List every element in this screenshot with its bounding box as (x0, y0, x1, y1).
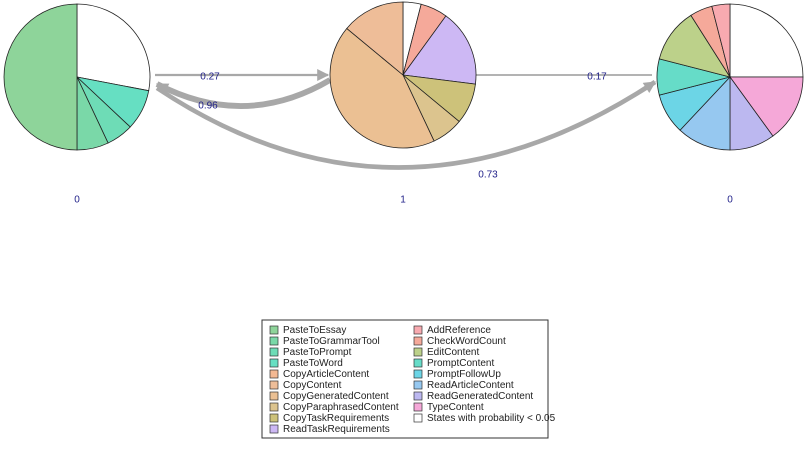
legend-label: PasteToWord (283, 358, 343, 369)
legend-label: EditContent (427, 347, 479, 358)
initial-probability: 0 (74, 195, 80, 206)
pie-slice (711, 3, 731, 78)
legend-swatch (413, 369, 423, 379)
legend-label: CopyContent (283, 380, 342, 391)
legend-swatch (413, 380, 423, 390)
legend-swatch (269, 336, 279, 346)
legend-label: PasteToGrammarTool (283, 336, 380, 347)
legend-swatch (269, 369, 279, 379)
pie-slice (76, 3, 151, 92)
legend-swatch (269, 325, 279, 335)
legend-label: CheckWordCount (427, 336, 506, 347)
edge-label: 0.73 (478, 170, 498, 181)
edge-label: 0.17 (587, 72, 607, 83)
legend-label: ReadTaskRequirements (283, 424, 390, 435)
legend-label: ReadGeneratedContent (427, 391, 533, 402)
legend-swatch (269, 391, 279, 401)
legend-label: PromptFollowUp (427, 369, 501, 380)
legend-label: TypeContent (427, 402, 484, 413)
legend-label: CopyTaskRequirements (283, 413, 389, 424)
initial-probability: 0 (727, 195, 733, 206)
legend-swatch (269, 402, 279, 412)
legend-label: States with probability < 0.05 (427, 413, 556, 424)
legend-swatch (269, 358, 279, 368)
legend-label: PasteToEssay (283, 325, 346, 336)
pie-slice (729, 3, 804, 78)
legend-swatch (413, 402, 423, 412)
pie-slice (3, 3, 78, 151)
legend-label: CopyArticleContent (283, 369, 369, 380)
pie-slice (346, 1, 404, 76)
legend-label: CopyParaphrasedContent (283, 402, 399, 413)
legend-box (261, 319, 549, 439)
pie-slice (402, 15, 477, 85)
edges: 0.27 0.96 0.17 0.73 (155, 69, 657, 181)
initial-probability: 1 (400, 195, 406, 206)
legend-label: CopyGeneratedContent (283, 391, 389, 402)
legend-swatch (413, 347, 423, 357)
pie-slice (729, 76, 804, 137)
transition-edge (155, 77, 332, 109)
legend-swatch (269, 424, 279, 434)
legend: PasteToEssayPasteToGrammarToolPasteToPro… (269, 325, 556, 435)
legend-swatch (413, 336, 423, 346)
legend-swatch (269, 347, 279, 357)
transition-edge (155, 80, 657, 170)
legend-swatch (413, 391, 423, 401)
legend-swatch (413, 413, 423, 423)
edge-label: 0.96 (198, 101, 218, 112)
legend-label: ReadArticleContent (427, 380, 514, 391)
legend-swatch (269, 413, 279, 423)
legend-label: PasteToPrompt (283, 347, 352, 358)
edge-label: 0.27 (200, 72, 220, 83)
legend-label: PromptContent (427, 358, 494, 369)
legend-swatch (413, 325, 423, 335)
legend-swatch (269, 380, 279, 390)
pie-slice (329, 27, 435, 149)
legend-label: AddReference (427, 325, 491, 336)
nodes: 0 1 0 (3, 1, 804, 206)
legend-swatch (413, 358, 423, 368)
